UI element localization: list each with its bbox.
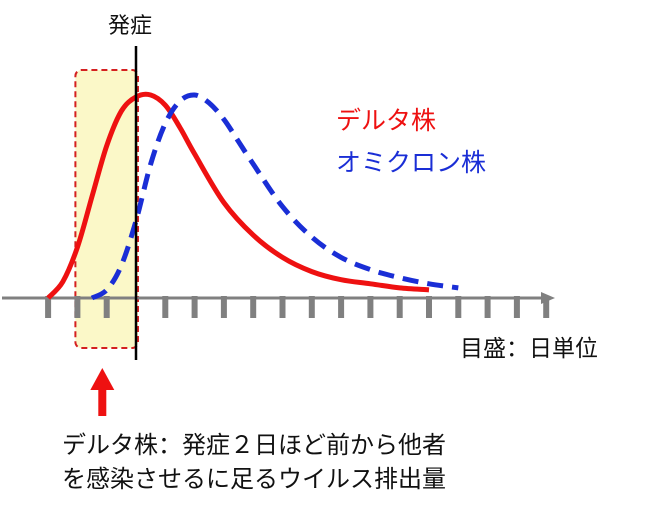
x-axis-arrowhead [541,292,555,304]
annotation-arrow-shaft [98,388,107,416]
annotation-note-line-1: デルタ株：発症２日ほど前から他者 [62,431,446,459]
x-axis-unit-label: 目盛：日単位 [460,336,598,362]
legend-delta: デルタ株 [336,106,437,135]
legend-omicron: オミクロン株 [336,148,487,177]
annotation-arrow-head [90,368,115,390]
annotation-note: デルタ株：発症２日ほど前から他者 を感染させるに足るウイルス排出量 [62,428,446,496]
onset-label: 発症 [108,14,153,39]
annotation-note-line-2: を感染させるに足るウイルス排出量 [62,465,446,493]
series-line-delta [46,91,430,300]
series-line-omicron [90,92,459,301]
